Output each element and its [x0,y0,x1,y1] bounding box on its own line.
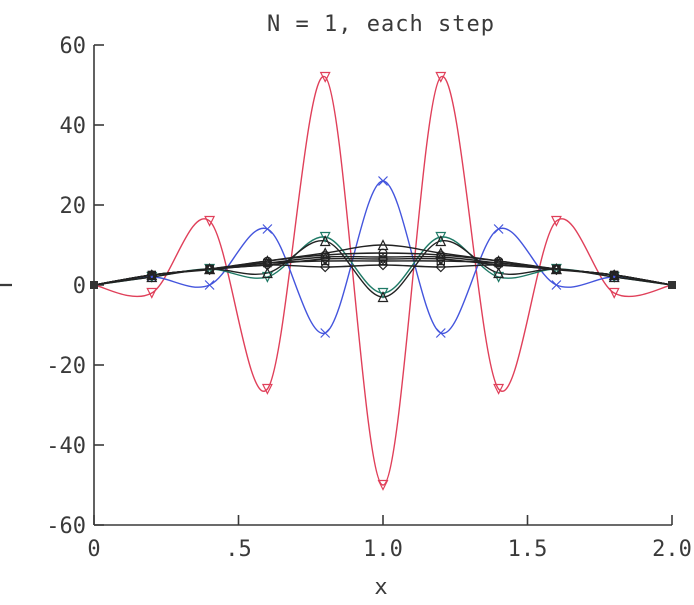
endpoint-marker [668,281,676,289]
data-point-marker [608,269,620,281]
series-line-1 [93,76,673,486]
x-axis-ticks: 0 .5 1.0 1.5 2.0 [87,515,692,562]
x-tick-label: .5 [225,537,252,562]
x-axis-label: x [374,575,387,600]
y-axis-ticks: -60 -40 -20 0 20 40 60 [46,34,104,539]
data-point-marker [494,258,503,268]
data-point-marker [435,328,446,338]
data-point-marker [378,256,388,266]
y-tick-label: 40 [60,114,87,139]
data-point-marker [609,270,619,280]
data-point-marker [321,256,330,266]
data-point-marker [436,256,446,266]
data-point-marker [261,267,273,279]
data-point-marker [377,287,389,299]
x-tick-label: 0 [87,537,100,562]
data-point-marker [263,258,272,268]
x-tick-label: 1.5 [508,537,548,562]
data-point-marker [608,287,620,299]
data-point-marker [378,176,388,186]
data-point-marker [377,291,389,303]
data-point-marker [319,235,331,247]
plot-area: 0 .5 1.0 1.5 2.0 -60 -40 -20 0 20 40 60 [46,34,692,562]
data-point-marker [261,255,273,267]
data-point-marker [377,259,389,271]
data-point-marker [204,215,216,227]
data-point-marker [550,215,562,227]
y-axis-label: T [0,278,18,291]
data-point-marker [435,71,447,83]
data-point-marker [435,261,447,273]
data-point-marker [319,71,331,83]
y-tick-label: 0 [73,274,86,299]
y-tick-label: -60 [46,514,86,539]
data-point-marker [320,328,331,338]
chart-title: N = 1, each step [267,12,495,37]
data-point-marker [493,267,505,279]
data-point-marker [262,259,273,271]
y-tick-label: 20 [60,194,87,219]
y-tick-label: 60 [60,34,87,59]
data-point-marker [551,280,562,290]
y-tick-label: -40 [46,434,86,459]
x-tick-label: 1.0 [363,537,403,562]
endpoint-marker [90,281,98,289]
data-point-marker [435,235,447,247]
data-point-marker [493,259,504,271]
y-tick-label: -20 [46,354,86,379]
series-lines [93,76,673,486]
series-markers [90,71,676,491]
data-point-marker [493,383,505,395]
data-point-marker [262,224,273,234]
data-point-marker [146,269,158,281]
data-point-marker [493,224,504,234]
data-point-marker [204,280,215,290]
data-point-marker [493,255,505,267]
data-point-marker [204,264,215,276]
data-point-marker [551,264,562,276]
series-line-10 [93,264,673,286]
data-point-marker [319,231,331,243]
data-point-marker [146,287,158,299]
data-point-marker [147,270,156,280]
data-point-marker [435,231,447,243]
data-point-marker [377,479,389,491]
x-tick-label: 2.0 [652,537,692,562]
data-point-marker [261,383,273,395]
data-point-marker [319,261,331,273]
